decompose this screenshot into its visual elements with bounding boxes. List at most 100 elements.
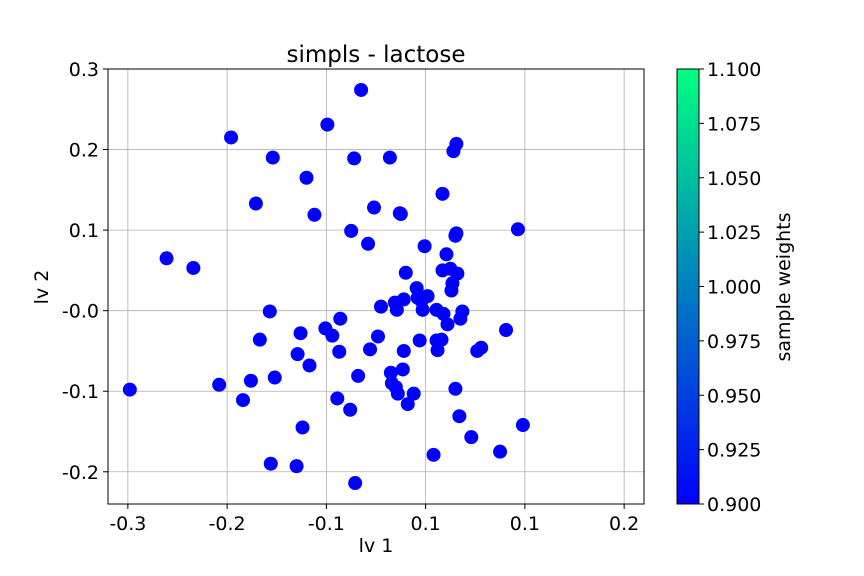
data-point — [439, 247, 454, 262]
data-point — [420, 289, 435, 304]
data-point — [262, 304, 277, 319]
colorbar-tick-label: 1.050 — [707, 168, 761, 190]
data-point — [499, 323, 514, 337]
data-point — [252, 332, 267, 347]
colorbar-tick-label: 1.025 — [707, 222, 761, 244]
data-point — [289, 459, 304, 474]
data-point — [344, 223, 359, 238]
data-point — [510, 222, 525, 237]
data-point — [302, 358, 317, 373]
y-tick-label: 0.1 — [69, 220, 99, 242]
chart-title: simpls - lactose — [286, 42, 465, 68]
data-point — [186, 260, 201, 275]
y-axis-label: lv 2 — [31, 270, 53, 305]
data-point — [434, 332, 449, 347]
data-point — [412, 333, 427, 348]
data-point — [224, 130, 239, 145]
data-points — [122, 82, 530, 491]
data-point — [290, 347, 305, 362]
x-tick-label: 0.1 — [411, 513, 441, 535]
data-point — [389, 302, 404, 317]
data-point — [347, 151, 362, 166]
data-point — [464, 430, 479, 445]
data-point — [212, 377, 227, 392]
data-point — [515, 418, 530, 433]
data-point — [415, 302, 430, 317]
data-point — [383, 365, 398, 380]
data-point — [395, 362, 410, 377]
data-point — [449, 136, 464, 151]
grid-lines — [108, 68, 644, 504]
data-point — [396, 292, 411, 307]
data-point — [361, 236, 376, 251]
data-point — [450, 266, 465, 281]
data-point — [393, 207, 408, 221]
data-point — [426, 447, 441, 462]
data-point — [293, 326, 308, 341]
plot-area-frame — [107, 68, 645, 505]
data-point — [373, 299, 388, 314]
data-point — [390, 386, 405, 401]
y-axis-ticks: -0.2 -0.1 -0.0 0.1 0.2 0.3 — [62, 59, 108, 484]
data-point — [452, 409, 467, 424]
colorbar-tick-label: 0.975 — [707, 331, 761, 353]
data-point — [354, 82, 369, 97]
data-point — [400, 397, 415, 412]
colorbar-label: sample weights — [773, 212, 795, 361]
data-point — [263, 456, 278, 471]
y-tick-label: -0.0 — [62, 301, 99, 323]
data-point — [243, 373, 258, 388]
data-point — [449, 226, 464, 241]
data-point — [474, 340, 489, 355]
x-axis-label: lv 1 — [359, 535, 394, 557]
colorbar — [676, 68, 700, 505]
data-point — [265, 150, 280, 165]
colorbar-tick-label: 1.100 — [707, 59, 761, 81]
x-tick-label: 0.1 — [510, 513, 540, 535]
colorbar-tick-label: 0.950 — [707, 385, 761, 407]
data-point — [330, 391, 345, 406]
x-tick-label: 0.2 — [609, 513, 639, 535]
x-axis-ticks: -0.3 -0.2 -0.1 0.1 0.1 0.2 — [109, 504, 639, 535]
data-point — [435, 186, 450, 201]
data-point — [396, 343, 411, 358]
data-point — [122, 382, 137, 397]
data-point — [367, 200, 382, 215]
data-point — [325, 328, 340, 343]
x-tick-label: -0.1 — [308, 513, 345, 535]
data-point — [398, 265, 413, 280]
data-point — [235, 393, 250, 408]
data-point — [493, 444, 508, 459]
data-point — [348, 476, 363, 491]
data-point — [248, 196, 263, 211]
colorbar-tick-label: 1.075 — [707, 113, 761, 135]
data-point — [382, 150, 397, 165]
y-tick-label: 0.2 — [69, 140, 99, 162]
data-point — [333, 311, 348, 326]
data-point — [406, 386, 421, 401]
y-tick-label: -0.2 — [62, 462, 99, 484]
x-tick-label: -0.3 — [109, 513, 146, 535]
colorbar-ticks: 0.900 0.925 0.950 0.975 1.000 1.025 1.050 1.075… — [699, 59, 761, 516]
data-point — [343, 402, 358, 417]
x-tick-label: -0.2 — [209, 513, 246, 535]
data-point — [363, 342, 378, 357]
data-point — [267, 370, 282, 385]
data-point — [320, 117, 335, 132]
data-point — [299, 170, 314, 185]
data-point — [295, 420, 310, 435]
data-point — [370, 329, 385, 344]
colorbar-tick-label: 0.925 — [707, 440, 761, 462]
y-tick-label: 0.3 — [69, 59, 99, 81]
data-point — [448, 381, 463, 396]
data-point — [455, 304, 470, 319]
data-point — [159, 251, 174, 266]
data-point — [332, 344, 347, 359]
data-point — [307, 207, 322, 222]
colorbar-tick-label: 1.000 — [707, 277, 761, 299]
data-point — [440, 317, 455, 332]
colorbar-tick-label: 0.900 — [707, 494, 761, 516]
y-tick-label: -0.1 — [62, 381, 99, 403]
data-point — [351, 368, 366, 383]
